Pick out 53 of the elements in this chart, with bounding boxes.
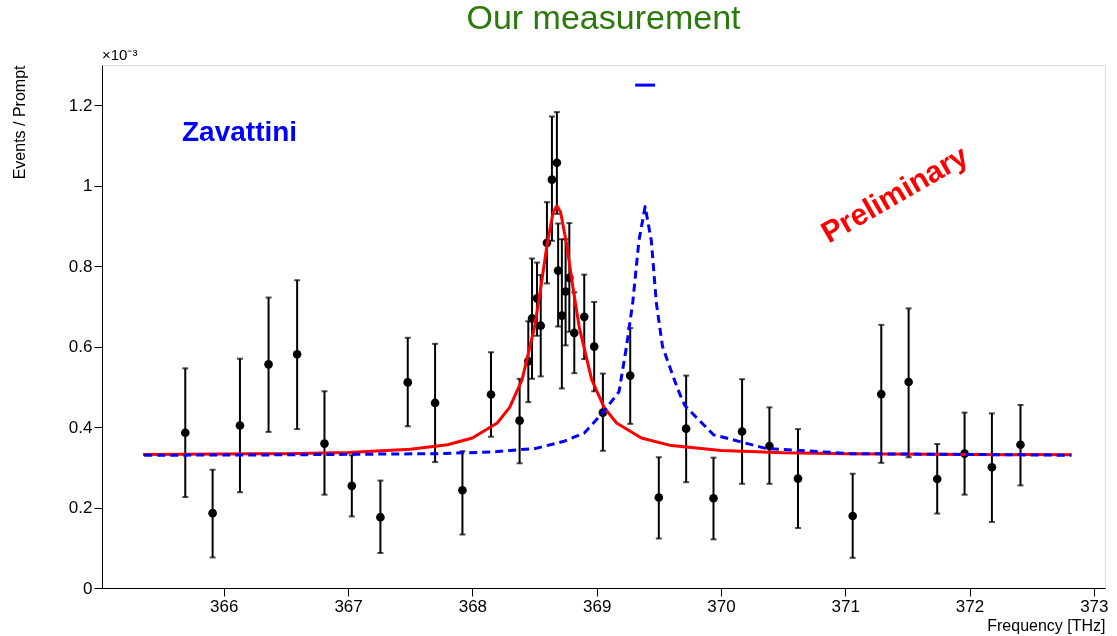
y-tick-label: 0 [83,578,93,598]
point [561,287,570,296]
point [569,328,579,338]
point [458,485,467,495]
x-tick-label: 368 [458,596,488,616]
x-tick-label: 370 [707,596,736,616]
y-tick-label: 1.2 [68,95,93,115]
point [904,377,913,387]
point [557,311,567,320]
point [264,360,273,369]
point [403,378,413,387]
point [848,511,858,521]
point [681,424,691,434]
y-tick-label: 0.2 [68,498,93,518]
point [589,342,599,351]
x-axis-title: Frequency [THz] [987,616,1106,634]
point [376,512,385,522]
point [547,175,557,184]
y-axis-title: Events / Prompt [10,64,28,180]
y-tick-label: 0.6 [68,337,93,357]
y-tick-label: 1 [83,176,93,196]
y-tick-label: 0.8 [68,256,93,276]
point [208,508,217,518]
x-tick-label: 367 [334,596,363,616]
chart-title: Our measurement [466,0,742,36]
x-tick-label: 369 [582,596,612,616]
y-tick-label: 0.4 [68,417,93,437]
point [876,389,886,399]
point [793,474,803,483]
annotation: Zavattini [182,116,298,147]
point [552,158,562,168]
point [180,428,190,438]
point [987,462,997,472]
point [737,427,747,436]
text: ×10⁻³ [102,46,138,63]
x-tick-label: 373 [1080,596,1109,616]
point [235,421,245,430]
point [430,398,440,408]
x-tick-label: 371 [831,596,860,616]
point [347,481,357,491]
x-tick-label: 366 [210,596,239,616]
point [654,493,664,502]
point [486,390,496,399]
point [579,312,589,322]
x-tick-label: 372 [955,596,985,616]
point [292,349,302,359]
point [625,371,635,380]
point [553,266,563,275]
point [320,439,329,448]
point [1016,440,1025,450]
point [709,493,718,503]
point [932,474,942,484]
point [515,416,524,425]
